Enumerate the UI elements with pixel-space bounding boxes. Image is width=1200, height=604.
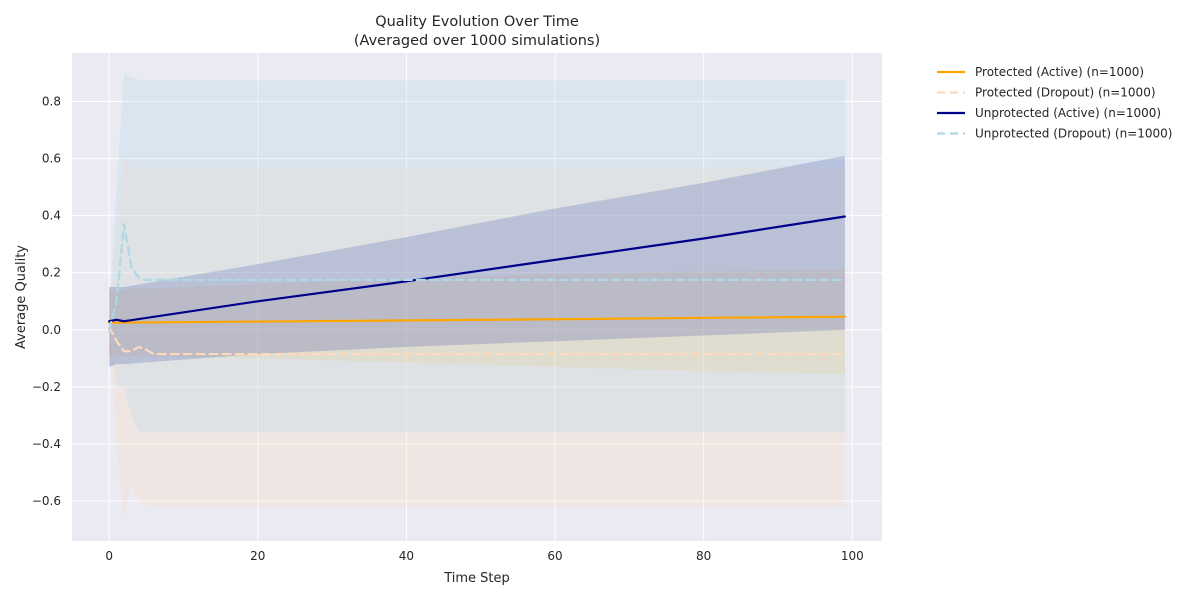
y-axis-ticks: −0.6 −0.4 −0.2 0.0 0.2 0.4 0.6 0.8 bbox=[32, 95, 61, 509]
y-axis-label: Average Quality bbox=[14, 245, 29, 349]
series-line-1 bbox=[108, 315, 846, 324]
legend-label: Protected (Dropout) (n=1000) bbox=[975, 86, 1156, 100]
y-tick-label: 0.8 bbox=[42, 95, 61, 109]
confidence-band-series-4 bbox=[109, 72, 845, 433]
x-tick-label: 80 bbox=[696, 549, 711, 563]
x-axis-ticks: 0 20 40 60 80 100 bbox=[105, 549, 863, 563]
x-tick-label: 100 bbox=[841, 549, 864, 563]
legend-label: Protected (Active) (n=1000) bbox=[975, 65, 1144, 79]
legend-label: Unprotected (Dropout) (n=1000) bbox=[975, 127, 1172, 141]
x-tick-label: 60 bbox=[547, 549, 562, 563]
grid-lines bbox=[72, 53, 882, 541]
series-line-3 bbox=[108, 215, 846, 323]
y-tick-label: 0.4 bbox=[42, 209, 61, 223]
legend: Protected (Active) (n=1000) Protected (Dr… bbox=[937, 65, 1172, 141]
chart-title: Quality Evolution Over Time bbox=[375, 14, 579, 30]
y-tick-label: 0.0 bbox=[42, 323, 61, 337]
confidence-bands bbox=[109, 72, 845, 519]
legend-label: Unprotected (Active) (n=1000) bbox=[975, 106, 1161, 120]
series-line-2 bbox=[108, 325, 846, 356]
y-tick-label: 0.2 bbox=[42, 266, 61, 280]
plot-area bbox=[72, 53, 882, 541]
x-tick-label: 40 bbox=[399, 549, 414, 563]
x-tick-label: 20 bbox=[250, 549, 265, 563]
x-axis-label: Time Step bbox=[443, 571, 510, 586]
chart-subtitle: (Averaged over 1000 simulations) bbox=[354, 33, 600, 49]
y-tick-label: −0.2 bbox=[32, 380, 61, 394]
y-tick-label: 0.6 bbox=[42, 152, 61, 166]
y-tick-label: −0.6 bbox=[32, 494, 61, 508]
series-lines bbox=[108, 215, 846, 356]
series-line-4 bbox=[108, 223, 846, 331]
confidence-band-series-3 bbox=[109, 155, 845, 367]
y-tick-label: −0.4 bbox=[32, 437, 61, 451]
x-tick-label: 0 bbox=[105, 549, 113, 563]
confidence-band-series-2 bbox=[109, 158, 845, 519]
